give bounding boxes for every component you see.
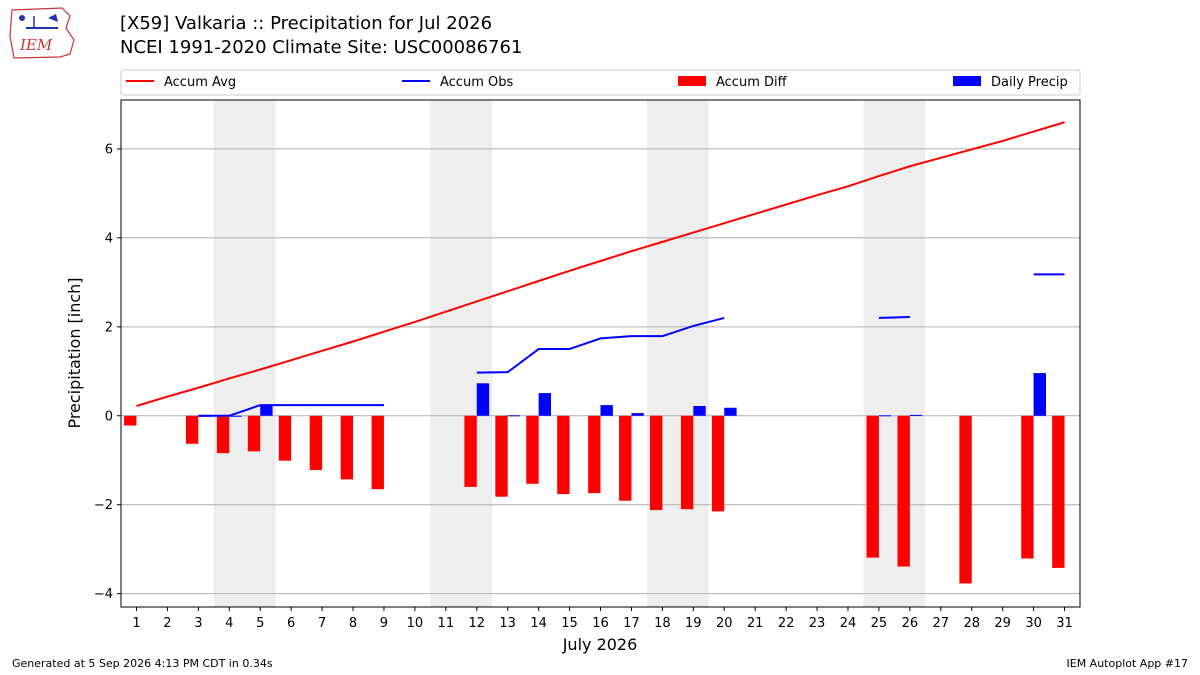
x-tick-label: 1 — [132, 616, 140, 631]
daily-precip-bar — [909, 414, 923, 416]
x-tick-label: 8 — [349, 616, 357, 631]
x-tick-label: 24 — [840, 616, 857, 631]
legend-accum-avg-label: Accum Avg — [164, 75, 236, 90]
chart-title: [X59] Valkaria :: Precipitation for Jul … — [120, 13, 493, 34]
x-tick-label: 6 — [287, 616, 295, 631]
chart-subtitle: NCEI 1991-2020 Climate Site: USC00086761 — [120, 37, 523, 58]
footer-app: IEM Autoplot App #17 — [1066, 657, 1189, 670]
x-tick-label: 29 — [994, 616, 1011, 631]
x-tick-label: 10 — [407, 616, 424, 631]
daily-precip-bar — [229, 415, 242, 417]
accum-diff-bar — [711, 415, 725, 512]
weekend-band — [646, 100, 709, 607]
accum-diff-bar — [588, 415, 601, 494]
x-tick-label: 12 — [468, 616, 485, 631]
x-tick-label: 17 — [623, 616, 640, 631]
accum-diff-bar — [185, 415, 199, 444]
accum-diff-bar — [216, 415, 230, 454]
legend-accum-diff-swatch — [678, 76, 706, 86]
accum-diff-bar — [619, 415, 632, 501]
x-tick-label: 18 — [654, 616, 671, 631]
daily-precip-bar — [538, 393, 552, 416]
accum-diff-bar — [309, 415, 323, 471]
x-tick-label: 25 — [871, 616, 888, 631]
x-tick-label: 11 — [438, 616, 455, 631]
x-tick-label: 2 — [163, 616, 171, 631]
x-tick-label: 7 — [318, 616, 326, 631]
accum-diff-bar — [247, 415, 261, 452]
accum-diff-bar — [340, 415, 354, 480]
legend-daily-precip-label: Daily Precip — [991, 75, 1068, 90]
daily-precip-bar — [476, 383, 490, 416]
x-tick-label: 4 — [225, 616, 233, 631]
x-tick-label: 19 — [685, 616, 702, 631]
daily-precip-bar — [693, 405, 706, 416]
logo-text: IEM — [19, 36, 53, 54]
x-tick-label: 21 — [747, 616, 764, 631]
x-tick-label: 20 — [716, 616, 733, 631]
daily-precip-bar — [631, 413, 644, 416]
x-tick-label: 14 — [530, 616, 547, 631]
accum-obs-line — [878, 316, 910, 319]
footer-generated: Generated at 5 Sep 2026 4:13 PM CDT in 0… — [12, 657, 273, 670]
daily-precip-bar — [260, 405, 273, 416]
x-tick-label: 28 — [963, 616, 980, 631]
accum-diff-bar — [278, 415, 292, 461]
bars — [124, 373, 1065, 584]
y-tick-label: 0 — [105, 409, 113, 424]
accum-avg-line — [136, 121, 1065, 407]
accum-diff-bar — [495, 415, 508, 497]
accum-obs-line — [476, 316, 725, 374]
x-tick-label: 23 — [809, 616, 826, 631]
daily-precip-bar — [600, 405, 613, 416]
accum-diff-bar — [866, 415, 879, 558]
x-tick-label: 3 — [194, 616, 202, 631]
daily-precip-bar — [724, 407, 737, 416]
accum-diff-bar — [526, 415, 539, 484]
x-tick-label: 26 — [902, 616, 919, 631]
x-tick-label: 13 — [499, 616, 516, 631]
x-tick-label: 9 — [380, 616, 388, 631]
y-tick-label: 4 — [105, 231, 113, 246]
x-tick-label: 15 — [561, 616, 578, 631]
legend-accum-obs-label: Accum Obs — [440, 75, 513, 90]
accum-diff-bar — [124, 415, 137, 426]
legend-daily-precip-swatch — [953, 76, 981, 86]
x-tick-label: 5 — [256, 616, 264, 631]
x-tick-label: 30 — [1025, 616, 1042, 631]
accum-diff-bar — [959, 415, 972, 584]
accum-diff-bar — [371, 415, 384, 490]
daily-precip-bar — [878, 415, 892, 417]
accum-diff-bar — [464, 415, 477, 487]
iem-logo: IEM — [9, 7, 75, 59]
accum-diff-bar — [897, 415, 910, 567]
y-tick-label: −4 — [94, 587, 113, 602]
accum-diff-bar — [649, 415, 663, 511]
accum-diff-bar — [1021, 415, 1034, 559]
x-tick-label: 16 — [592, 616, 609, 631]
x-tick-label: 22 — [778, 616, 795, 631]
daily-precip-bar — [507, 415, 521, 417]
y-axis-label: Precipitation [inch] — [65, 277, 84, 428]
accum-obs-line — [198, 404, 384, 417]
weekend-band — [430, 100, 493, 607]
accum-diff-bar — [1052, 415, 1065, 568]
daily-precip-bar — [1033, 373, 1046, 416]
weekend-shading — [213, 100, 926, 607]
accum-diff-bar — [557, 415, 570, 495]
x-tick-label: 31 — [1056, 616, 1073, 631]
y-tick-label: −2 — [94, 498, 113, 513]
legend: Accum Avg Accum Obs Accum Diff Daily Pre… — [120, 69, 1081, 96]
y-tick-label: 6 — [105, 142, 113, 157]
accum-diff-bar — [680, 415, 694, 510]
x-axis-label: July 2026 — [562, 635, 638, 654]
x-tick-label: 27 — [933, 616, 950, 631]
weekend-band — [213, 100, 276, 607]
y-tick-label: 2 — [105, 320, 113, 335]
legend-accum-diff-label: Accum Diff — [716, 75, 788, 90]
lines — [136, 121, 1065, 417]
